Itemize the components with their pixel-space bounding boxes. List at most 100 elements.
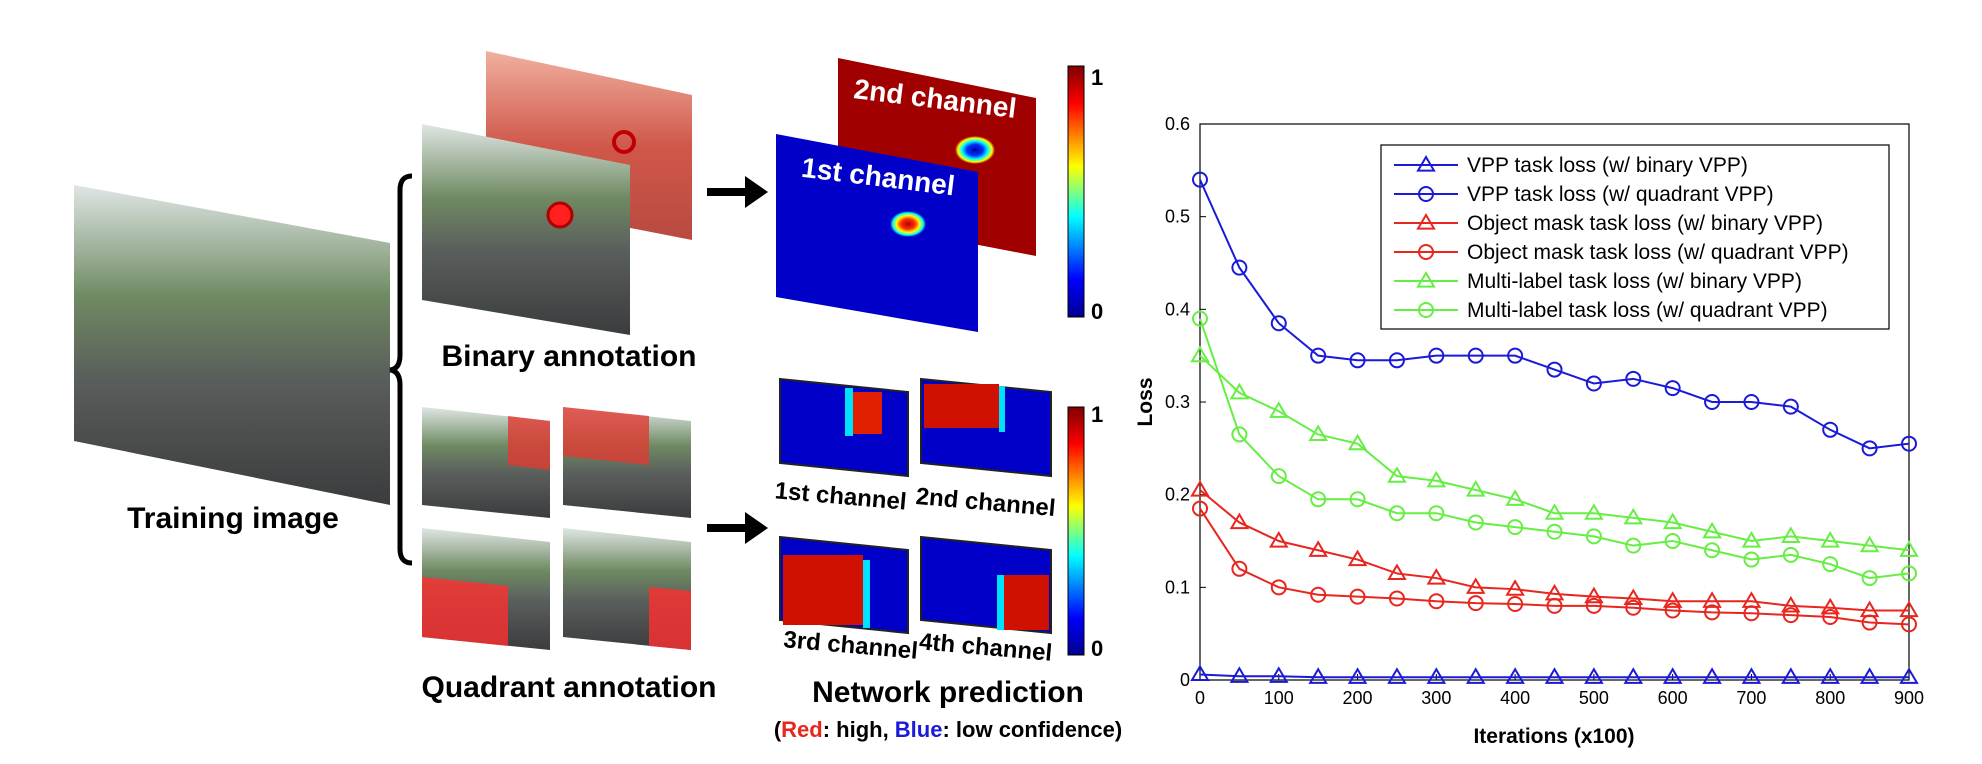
data-point xyxy=(1820,531,1840,548)
series-line xyxy=(1199,354,1910,552)
note-part: Blue xyxy=(895,717,943,742)
x-axis-label: Iterations (x100) xyxy=(1473,725,1634,748)
data-point xyxy=(1901,616,1917,633)
data-point xyxy=(1428,593,1445,610)
data-point xyxy=(1623,507,1644,525)
data-point xyxy=(1822,421,1839,438)
brace xyxy=(389,173,413,566)
data-point xyxy=(1546,361,1563,378)
data-point xyxy=(1308,667,1328,684)
colorbar-min: 0 xyxy=(1091,636,1103,661)
arrow xyxy=(707,512,768,544)
data-point xyxy=(1625,537,1642,554)
data-point xyxy=(1467,514,1484,531)
prediction-edge xyxy=(999,386,1005,432)
data-point xyxy=(1859,535,1880,553)
data-point xyxy=(1704,542,1721,559)
legend-marker xyxy=(1416,155,1436,172)
data-point xyxy=(1782,546,1799,563)
data-point xyxy=(1310,586,1327,603)
data-point xyxy=(1428,505,1445,522)
series-line xyxy=(1199,673,1909,679)
legend-label: VPP task loss (w/ binary VPP) xyxy=(1467,154,1748,177)
binary-photo-front xyxy=(422,124,630,335)
quadrant-overlay xyxy=(563,407,649,465)
quadrant-overlay xyxy=(422,577,508,646)
x-tick-label: 400 xyxy=(1500,688,1530,708)
data-point xyxy=(1269,531,1289,548)
data-point xyxy=(1585,375,1602,392)
colorbar-max: 1 xyxy=(1091,402,1103,427)
data-point xyxy=(1625,599,1642,616)
data-point xyxy=(1465,577,1486,594)
data-point xyxy=(1584,667,1604,684)
legend-marker xyxy=(1418,244,1434,260)
data-point xyxy=(1426,470,1447,488)
data-point xyxy=(1349,588,1366,605)
data-point xyxy=(1625,370,1642,387)
data-point xyxy=(1822,608,1839,625)
quadrant-label: Quadrant annotation xyxy=(422,671,717,704)
data-point xyxy=(1190,664,1210,682)
y-axis-label: Loss xyxy=(1134,377,1157,426)
x-tick-label: 500 xyxy=(1579,688,1609,708)
data-point xyxy=(1467,595,1484,612)
prediction-map xyxy=(779,377,909,478)
colorbar-min: 0 xyxy=(1091,299,1103,324)
y-tick-label: 0.6 xyxy=(1165,114,1190,134)
legend-marker xyxy=(1418,302,1434,318)
channel-label: 2nd channel xyxy=(915,483,1057,522)
y-tick-label: 0.3 xyxy=(1165,392,1190,412)
data-point xyxy=(1388,352,1405,369)
arrow xyxy=(707,176,768,208)
channel-label: 4th channel xyxy=(918,628,1053,667)
data-point xyxy=(1505,489,1525,506)
y-tick-label: 0.5 xyxy=(1165,207,1190,227)
note-part: : low confidence) xyxy=(942,717,1122,742)
data-point xyxy=(1544,503,1565,520)
x-tick-label: 600 xyxy=(1658,688,1688,708)
data-point xyxy=(1192,171,1208,188)
x-tick-label: 800 xyxy=(1815,688,1845,708)
data-point xyxy=(1544,667,1565,684)
data-point xyxy=(1505,667,1525,684)
data-point xyxy=(1702,591,1722,608)
quadrant-predictions xyxy=(779,377,1052,635)
data-point xyxy=(1782,607,1799,624)
data-point xyxy=(1585,528,1602,545)
quadrant-images xyxy=(422,407,691,650)
prediction-edge xyxy=(845,388,853,436)
series-line xyxy=(1199,489,1909,612)
data-point xyxy=(1190,345,1210,363)
data-point xyxy=(1388,590,1405,607)
x-tick-label: 900 xyxy=(1894,688,1924,708)
data-point xyxy=(1546,597,1563,614)
training-label: Training image xyxy=(127,502,339,535)
data-point xyxy=(1349,352,1366,369)
note-part: Red xyxy=(781,717,823,742)
data-point xyxy=(1820,667,1840,684)
legend: VPP task loss (w/ binary VPP) VPP task lo… xyxy=(1380,144,1890,330)
series-line xyxy=(1199,179,1910,450)
data-point xyxy=(1743,605,1760,622)
colorbar-max: 1 xyxy=(1091,65,1103,90)
data-point xyxy=(1349,491,1366,508)
x-tick-label: 0 xyxy=(1195,688,1205,708)
data-point xyxy=(1269,401,1289,418)
data-point xyxy=(1741,531,1762,548)
data-point xyxy=(1704,604,1721,621)
data-point xyxy=(1426,667,1447,684)
data-point xyxy=(1270,579,1287,596)
note-part: : high, xyxy=(823,717,895,742)
data-point xyxy=(1781,526,1801,543)
data-point xyxy=(1231,259,1248,276)
legend-label: Object mask task loss (w/ binary VPP) xyxy=(1467,212,1823,235)
x-tick-label: 200 xyxy=(1343,688,1373,708)
data-point xyxy=(1388,505,1405,522)
series-line xyxy=(1199,508,1910,626)
data-point xyxy=(1269,666,1289,683)
data-point xyxy=(1901,435,1917,452)
loss-chart: Iterations (x100) Loss 0 100 200 300 400 500 6… xyxy=(1134,114,1924,748)
